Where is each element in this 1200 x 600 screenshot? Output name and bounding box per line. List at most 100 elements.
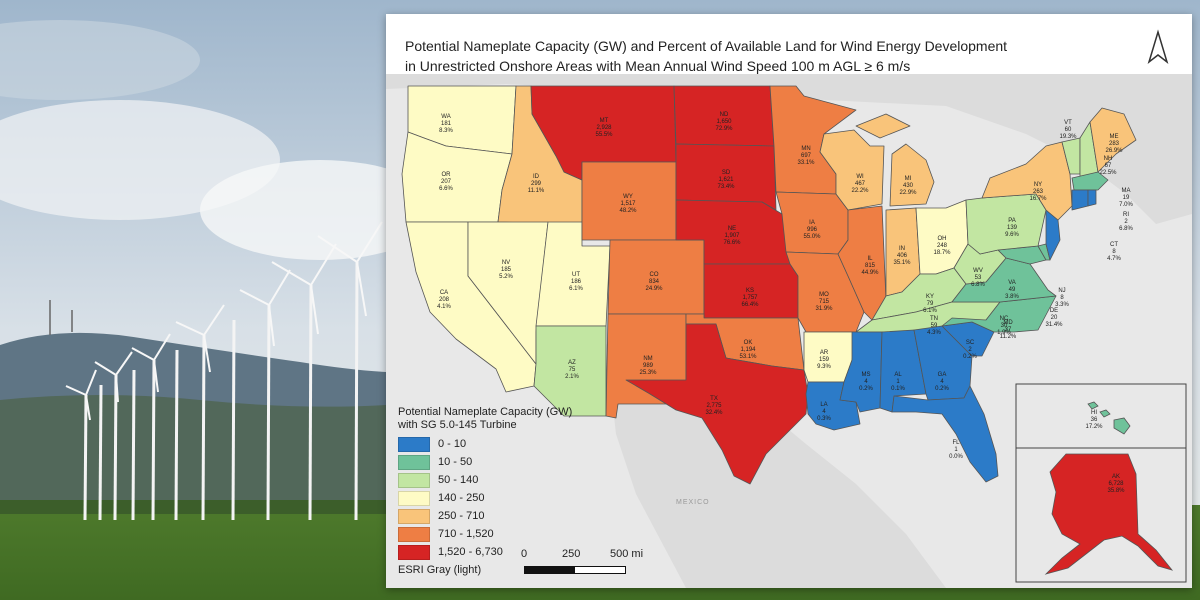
state-label-NE: NE 1,907 76.6% — [723, 226, 741, 246]
state-label-CT: CT 8 4.7% — [1107, 242, 1121, 262]
state-label-PA: PA 139 9.6% — [1005, 218, 1019, 238]
state-MA[interactable] — [1071, 171, 1109, 191]
legend-item: 140 - 250 — [398, 489, 598, 507]
state-label-NV: NV 185 5.2% — [499, 260, 513, 280]
scale-label-0: 0 — [521, 548, 528, 560]
legend-label: 50 - 140 — [438, 474, 479, 486]
legend-label: 0 - 10 — [438, 438, 467, 450]
state-label-AL: AL 1 0.1% — [891, 372, 905, 392]
state-label-IA: IA 996 55.0% — [803, 220, 821, 240]
scale-label-500: 500 mi — [610, 548, 644, 560]
state-CT[interactable] — [1071, 189, 1089, 211]
legend: Potential Nameplate Capacity (GW) with S… — [398, 406, 598, 561]
state-label-TX: TX 2,775 32.4% — [705, 396, 723, 416]
basemap-credit: ESRI Gray (light) — [398, 564, 482, 576]
state-label-RI: RI 2 6.8% — [1119, 212, 1133, 232]
state-HI[interactable] — [1087, 401, 1131, 435]
state-label-UT: UT 186 6.1% — [569, 272, 583, 292]
scale-bar: 0 250 500 mi — [521, 548, 643, 576]
state-label-NY: NY 263 16.7% — [1029, 182, 1047, 202]
state-label-OR: OR 207 6.6% — [439, 172, 453, 192]
state-label-LA: LA 4 0.3% — [817, 402, 831, 422]
state-TX[interactable] — [625, 323, 809, 485]
state-label-WY: WY 1,517 48.2% — [619, 194, 637, 214]
state-label-IL: IL 815 44.9% — [861, 256, 879, 276]
state-label-DE: DE 20 31.4% — [1045, 308, 1063, 328]
map-title-line1: Potential Nameplate Capacity (GW) and Pe… — [405, 38, 1008, 54]
state-label-ND: ND 1,650 72.9% — [715, 112, 733, 132]
state-IL[interactable] — [837, 205, 887, 321]
state-label-ME: ME 283 26.9% — [1105, 134, 1123, 154]
map-panel: WA 181 8.3% OR 207 6.6% CA 208 4.1% ID 299 11.1% NV 1… — [386, 14, 1192, 588]
state-label-AK: AK 6,728 35.8% — [1107, 474, 1125, 494]
state-label-MT: MT 2,928 55.5% — [595, 118, 613, 138]
state-label-CO: CO 834 24.9% — [645, 272, 663, 292]
state-label-NM: NM 989 25.3% — [639, 356, 657, 376]
map-header-band — [386, 14, 1192, 74]
state-label-MS: MS 4 0.2% — [859, 372, 873, 392]
state-FL[interactable] — [891, 385, 999, 483]
legend-swatch — [398, 454, 430, 470]
legend-label: 1,520 - 6,730 — [438, 546, 503, 558]
north-arrow-icon — [1147, 29, 1169, 65]
legend-swatch — [398, 472, 430, 488]
scale-bar-white — [574, 566, 626, 574]
map-title: Potential Nameplate Capacity (GW) and Pe… — [405, 36, 1045, 76]
state-label-NJ: NJ 8 3.3% — [1055, 288, 1069, 308]
legend-label: 140 - 250 — [438, 492, 485, 504]
state-label-ID: ID 299 11.1% — [528, 174, 545, 194]
legend-label: 10 - 50 — [438, 456, 473, 468]
legend-swatch — [398, 490, 430, 506]
scale-bar-black — [524, 566, 576, 574]
state-PA[interactable] — [965, 193, 1047, 255]
map-canvas: WA 181 8.3% OR 207 6.6% CA 208 4.1% ID 299 11.1% NV 1… — [386, 14, 1192, 588]
legend-title-line1: Potential Nameplate Capacity (GW) — [398, 406, 573, 418]
legend-item: 50 - 140 — [398, 471, 598, 489]
state-label-WV: WV 53 6.8% — [971, 268, 985, 288]
legend-swatch — [398, 436, 430, 452]
legend-item: 250 - 710 — [398, 507, 598, 525]
legend-title-line2: with SG 5.0-145 Turbine — [398, 419, 517, 431]
state-label-VT: VT 60 19.3% — [1059, 120, 1077, 140]
state-label-NH: NH 67 22.5% — [1099, 156, 1117, 176]
scale-label-250: 250 — [562, 548, 581, 560]
state-label-MA: MA 19 7.0% — [1119, 188, 1133, 208]
state-label-VA: VA 49 3.8% — [1005, 280, 1019, 300]
state-label-OK: OK 1,194 53.1% — [739, 340, 757, 360]
legend-swatch — [398, 508, 430, 524]
legend-swatch — [398, 526, 430, 542]
state-MI[interactable] — [855, 113, 935, 207]
state-label-SC: SC 2 0.2% — [963, 340, 977, 360]
state-label-HI: HI 36 17.2% — [1085, 410, 1103, 430]
state-AZ[interactable] — [533, 325, 607, 417]
state-label-AR: AR 159 9.3% — [817, 350, 831, 370]
state-label-MN: MN 697 33.1% — [797, 146, 815, 166]
state-AK[interactable] — [1044, 453, 1174, 575]
state-WI[interactable] — [819, 129, 885, 211]
state-label-FL: FL 1 0.0% — [949, 440, 963, 460]
state-label-WI: WI 467 22.2% — [851, 174, 869, 194]
legend-item: 1,520 - 6,730 — [398, 543, 598, 561]
state-label-MI: MI 430 22.9% — [899, 176, 917, 196]
map-title-line2: in Unrestricted Onshore Areas with Mean … — [405, 58, 911, 74]
hawaii-inset-frame — [1015, 383, 1187, 449]
state-label-MO: MO 715 31.9% — [815, 292, 833, 312]
state-label-CA: CA 208 4.1% — [437, 290, 451, 310]
state-label-GA: GA 4 0.2% — [935, 372, 949, 392]
legend-item: 710 - 1,520 — [398, 525, 598, 543]
legend-item: 0 - 10 — [398, 435, 598, 453]
state-label-WA: WA 181 8.3% — [439, 114, 453, 134]
state-label-KY: KY 79 6.1% — [923, 294, 937, 314]
state-label-TN: TN 59 4.3% — [927, 316, 941, 336]
state-label-IN: IN 406 35.1% — [893, 246, 911, 266]
legend-swatch — [398, 544, 430, 560]
state-label-MD: MD 37 11.2% — [1000, 320, 1017, 340]
state-label-AZ: AZ 75 2.1% — [565, 360, 579, 380]
state-label-OH: OH 248 18.7% — [933, 236, 951, 256]
state-label-SD: SD 1,621 73.4% — [717, 170, 735, 190]
mexico-label: MEXICO — [676, 499, 710, 506]
legend-label: 250 - 710 — [438, 510, 485, 522]
state-RI[interactable] — [1087, 189, 1097, 207]
state-label-KS: KS 1,757 66.4% — [741, 288, 759, 308]
canada-land — [386, 74, 1192, 224]
